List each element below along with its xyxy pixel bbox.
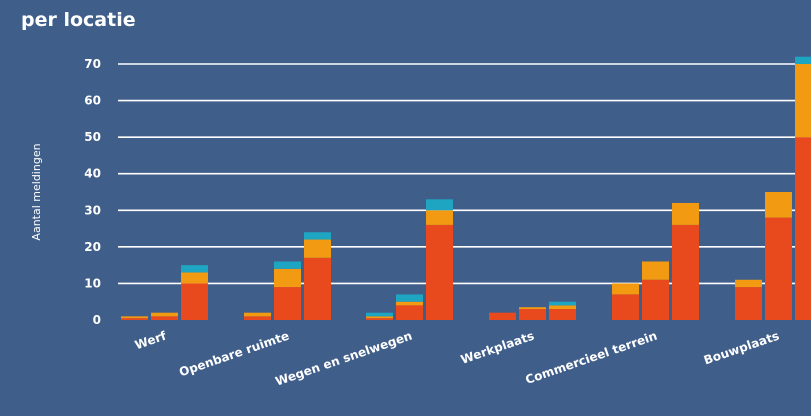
bar-9 [426, 199, 453, 320]
bar-4-segment-bottom [244, 316, 271, 320]
bar-15-segment-bottom [672, 224, 699, 320]
bar-6 [304, 232, 331, 320]
bar-9-segment-bottom [426, 224, 453, 320]
bar-9-segment-middle [426, 210, 453, 225]
y-tick-label-20: 20 [84, 240, 101, 254]
bar-17-segment-bottom [765, 217, 792, 320]
bar-13-segment-middle [612, 283, 639, 295]
bar-11-segment-bottom [519, 309, 546, 320]
bar-5-segment-middle [274, 268, 301, 288]
bar-11 [519, 307, 546, 320]
bar-6-segment-middle [304, 239, 331, 258]
y-axis-label: Aantal meldingen [30, 143, 43, 240]
bars [121, 56, 811, 320]
bar-5-segment-bottom [274, 287, 301, 320]
y-tick-label-70: 70 [84, 57, 101, 71]
bar-2-segment-middle [151, 312, 178, 317]
bar-12-segment-middle [549, 305, 576, 310]
y-tick-label-50: 50 [84, 130, 101, 144]
bar-14 [642, 261, 669, 320]
bar-8 [396, 294, 423, 320]
bar-3-segment-top [181, 265, 208, 273]
bar-7-segment-top [366, 312, 393, 317]
category-label-5: Commercieel terrein [524, 329, 659, 387]
bar-7-segment-bottom [366, 318, 393, 320]
bar-3-segment-middle [181, 272, 208, 284]
bar-15-segment-middle [672, 202, 699, 225]
bar-18-segment-bottom [795, 137, 811, 320]
bar-9-segment-top [426, 199, 453, 211]
bar-18-segment-middle [795, 64, 811, 138]
bar-1-segment-middle [121, 316, 148, 319]
bar-13 [612, 283, 639, 320]
bar-16 [735, 279, 762, 320]
bar-17 [765, 192, 792, 320]
bar-10-segment-bottom [489, 312, 516, 320]
bar-7 [366, 312, 393, 320]
bar-16-segment-bottom [735, 287, 762, 320]
y-tick-label-60: 60 [84, 94, 101, 108]
category-label-3: Wegen en snelwegen [274, 329, 414, 389]
bar-4 [244, 312, 271, 320]
bar-4-segment-middle [244, 312, 271, 317]
category-label-2: Openbare ruimte [177, 329, 291, 380]
bar-2-segment-bottom [151, 316, 178, 320]
bar-6-segment-bottom [304, 257, 331, 320]
bar-2 [151, 312, 178, 320]
gridlines [118, 63, 811, 285]
bar-14-segment-middle [642, 261, 669, 280]
bar-11-segment-middle [519, 307, 546, 310]
bar-1 [121, 316, 148, 320]
bar-18 [795, 56, 811, 320]
bar-3-segment-bottom [181, 283, 208, 320]
bar-16-segment-middle [735, 279, 762, 288]
bar-17-segment-middle [765, 192, 792, 218]
bar-7-segment-middle [366, 316, 393, 319]
bar-15 [672, 202, 699, 320]
y-tick-label-40: 40 [84, 167, 101, 181]
bar-12-segment-top [549, 301, 576, 306]
y-tick-label-0: 0 [93, 313, 101, 327]
y-tick-label-10: 10 [84, 276, 101, 290]
bar-3 [181, 265, 208, 320]
bar-8-segment-top [396, 294, 423, 302]
bar-10 [489, 312, 516, 320]
bar-18-segment-top [795, 56, 811, 64]
bar-5 [274, 261, 301, 320]
bar-8-segment-middle [396, 301, 423, 306]
y-axis-ticks: 0 10 20 30 40 50 60 70 [84, 57, 101, 327]
bar-1-segment-bottom [121, 318, 148, 320]
bar-14-segment-bottom [642, 279, 669, 320]
category-label-6: Bouwplaats [702, 329, 781, 368]
bar-12-segment-bottom [549, 309, 576, 320]
bar-12 [549, 301, 576, 320]
bar-5-segment-top [274, 261, 301, 269]
bar-8-segment-bottom [396, 305, 423, 320]
category-label-1: Werf [133, 328, 169, 352]
category-label-4: Werkplaats [459, 329, 536, 367]
chart-title: per locatie [21, 9, 136, 31]
y-tick-label-30: 30 [84, 203, 101, 217]
bar-13-segment-bottom [612, 294, 639, 320]
bar-6-segment-top [304, 232, 331, 240]
